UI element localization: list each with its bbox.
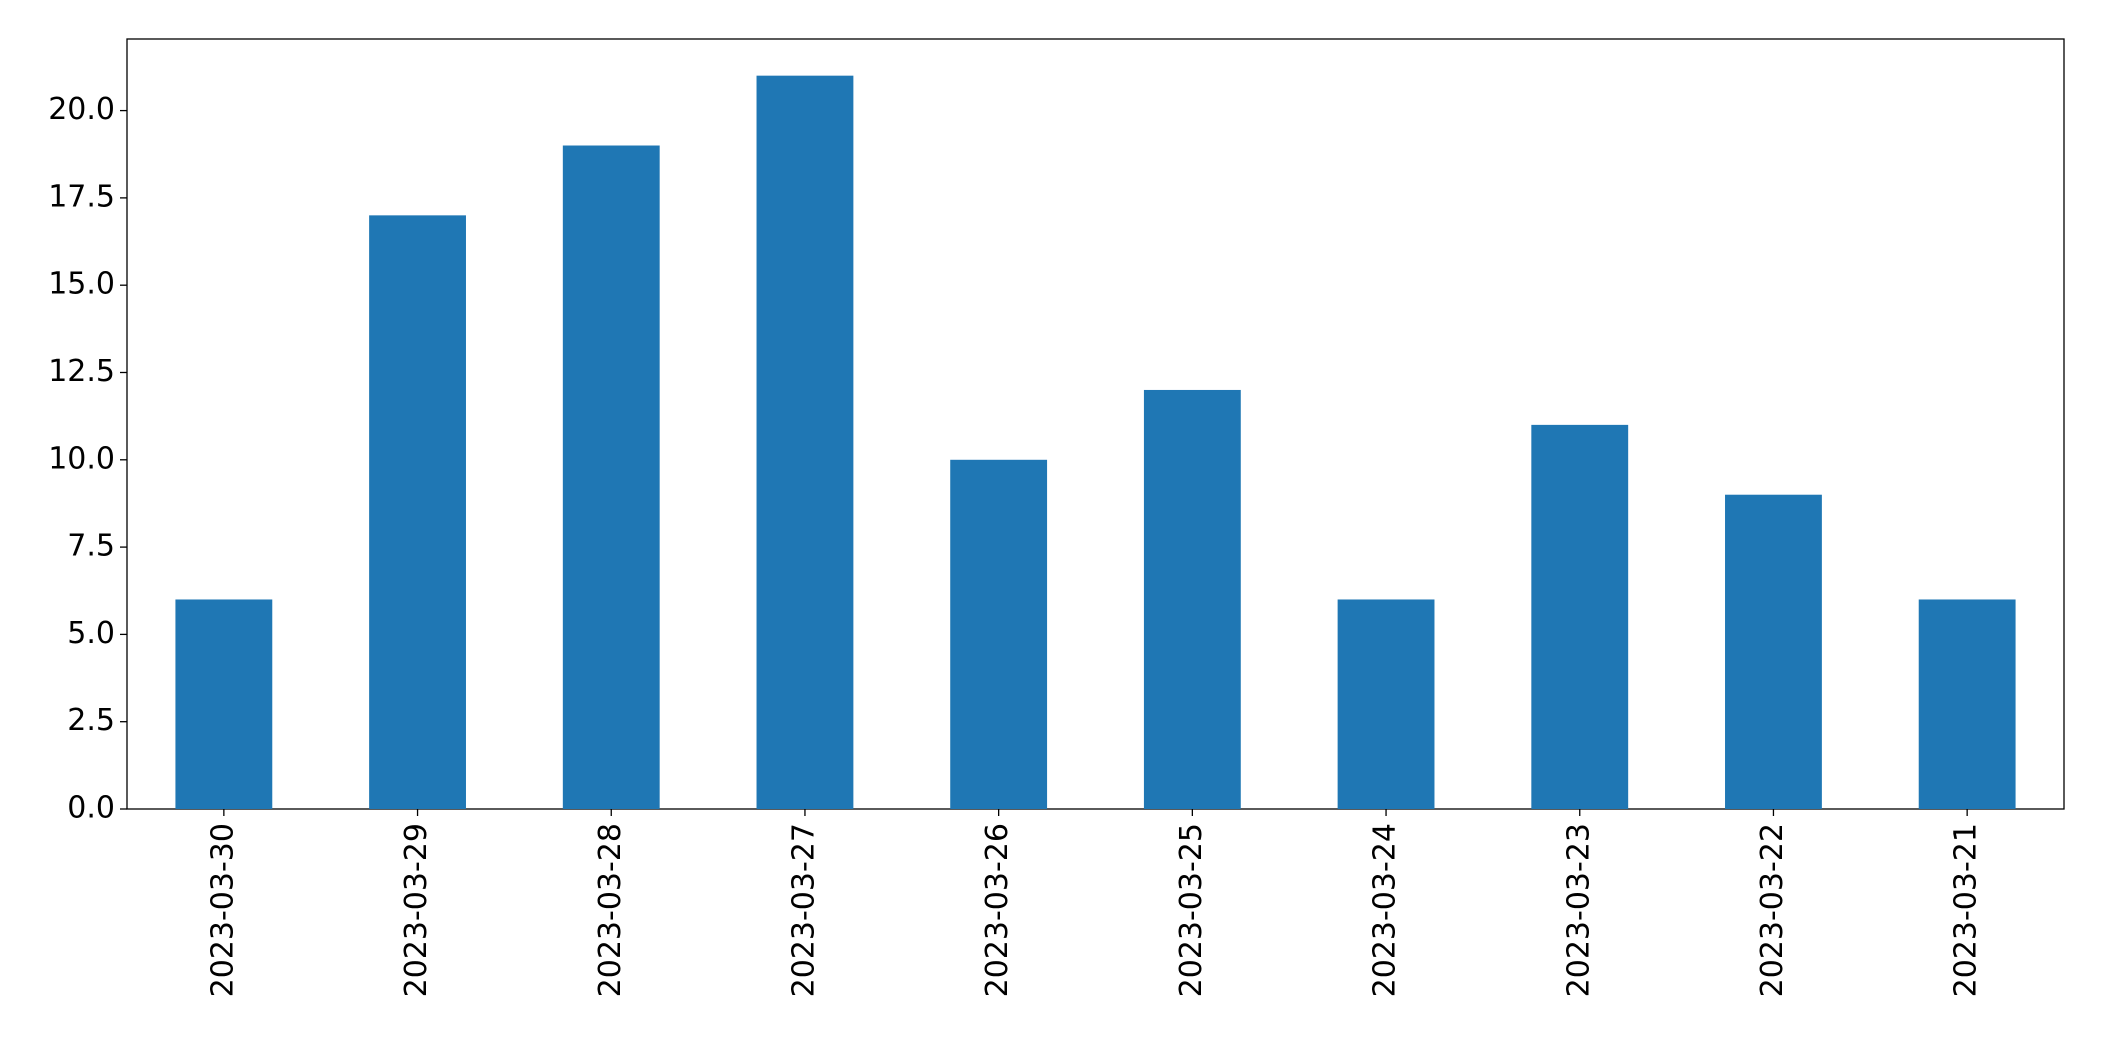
y-tick-label: 5.0 (67, 616, 115, 651)
x-tick-label: 2023-03-21 (1949, 823, 1984, 997)
bar (175, 599, 273, 809)
y-tick-label: 7.5 (67, 529, 115, 564)
bar (1337, 599, 1435, 809)
bar (562, 145, 660, 809)
x-tick-label: 2023-03-22 (1755, 823, 1790, 997)
x-tick-label: 2023-03-27 (786, 823, 821, 997)
bar (369, 215, 466, 809)
y-tick-label: 2.5 (67, 703, 115, 738)
bar (1725, 494, 1822, 809)
bar (756, 75, 854, 809)
y-tick-label: 10.0 (48, 441, 115, 476)
x-tick-label: 2023-03-28 (593, 823, 628, 997)
y-tick-label: 20.0 (48, 92, 115, 127)
plot-frame (126, 38, 2065, 810)
bar (1143, 389, 1241, 809)
bar (950, 459, 1048, 809)
y-tick-label: 0.0 (67, 791, 115, 826)
x-tick-label: 2023-03-23 (1561, 823, 1596, 997)
y-tick-label: 15.0 (48, 267, 115, 302)
x-tick-label: 2023-03-29 (399, 823, 434, 997)
y-tick-label: 17.5 (48, 179, 115, 214)
bar (1918, 599, 2016, 809)
x-tick-label: 2023-03-26 (980, 823, 1015, 997)
y-tick-label: 12.5 (48, 354, 115, 389)
x-tick-label: 2023-03-25 (1174, 823, 1209, 997)
x-tick-label: 2023-03-30 (205, 823, 240, 997)
bar (1531, 424, 1629, 809)
x-tick-label: 2023-03-24 (1368, 823, 1403, 997)
